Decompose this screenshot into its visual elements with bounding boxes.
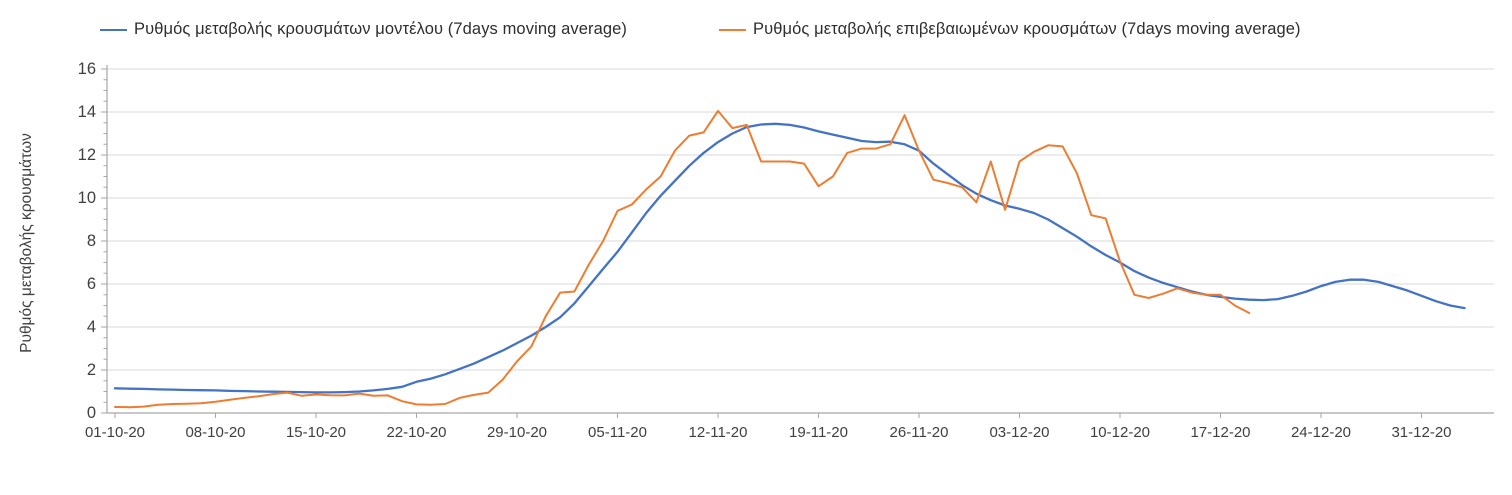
legend-item-model: Ρυθμός μεταβολής κρουσμάτων μοντέλου (7d… (100, 20, 627, 39)
legend-marker-confirmed-line (719, 28, 746, 31)
y-tick-label: 10 (78, 189, 96, 207)
x-tick-label: 24-12-20 (1291, 424, 1351, 441)
x-tick-labels: 01-10-20 08-10-20 15-10-20 22-10-20 29-10-20… (85, 424, 1452, 441)
chart-legend: Ρυθμός μεταβολής κρουσμάτων μοντέλου (7d… (100, 20, 1301, 39)
y-tick-label: 14 (78, 103, 96, 121)
axes (101, 65, 1494, 418)
x-tick-label: 15-10-20 (286, 424, 346, 441)
x-tick-label: 26-11-20 (890, 424, 949, 441)
y-tick-label: 12 (78, 146, 96, 164)
y-tick-label: 4 (87, 318, 96, 336)
x-tick-label: 05-11-20 (588, 424, 647, 441)
legend-label-confirmed: Ρυθμός μεταβολής επιβεβαιωμένων κρουσμάτ… (753, 20, 1301, 38)
x-tick-label: 22-10-20 (386, 424, 446, 441)
gridlines (107, 68, 1494, 371)
y-tick-labels: 0 2 4 6 8 10 12 14 16 (78, 60, 96, 422)
legend-marker-model-line (100, 28, 127, 31)
legend-label-model: Ρυθμός μεταβολής κρουσμάτων μοντέλου (7d… (134, 20, 627, 38)
x-tick-label: 31-12-20 (1391, 424, 1451, 441)
y-tick-label: 16 (78, 60, 96, 78)
series-model-line (113, 122, 1466, 394)
y-tick-label: 2 (87, 361, 96, 379)
x-tick-label: 29-10-20 (487, 424, 547, 441)
x-tick-label: 03-12-20 (989, 424, 1049, 441)
x-tick-label: 10-12-20 (1090, 424, 1150, 441)
x-tick-label: 17-12-20 (1190, 424, 1250, 441)
x-tick-label: 19-11-20 (789, 424, 848, 441)
y-tick-label: 8 (87, 232, 96, 250)
y-tick-label: 6 (87, 275, 96, 293)
x-tick-label: 01-10-20 (85, 424, 145, 441)
y-tick-label: 0 (87, 404, 96, 422)
x-tick-label: 08-10-20 (185, 424, 245, 441)
series-confirmed-line (114, 109, 1251, 409)
x-tick-label: 12-11-20 (689, 424, 748, 441)
legend-item-confirmed: Ρυθμός μεταβολής επιβεβαιωμένων κρουσμάτ… (719, 20, 1301, 39)
